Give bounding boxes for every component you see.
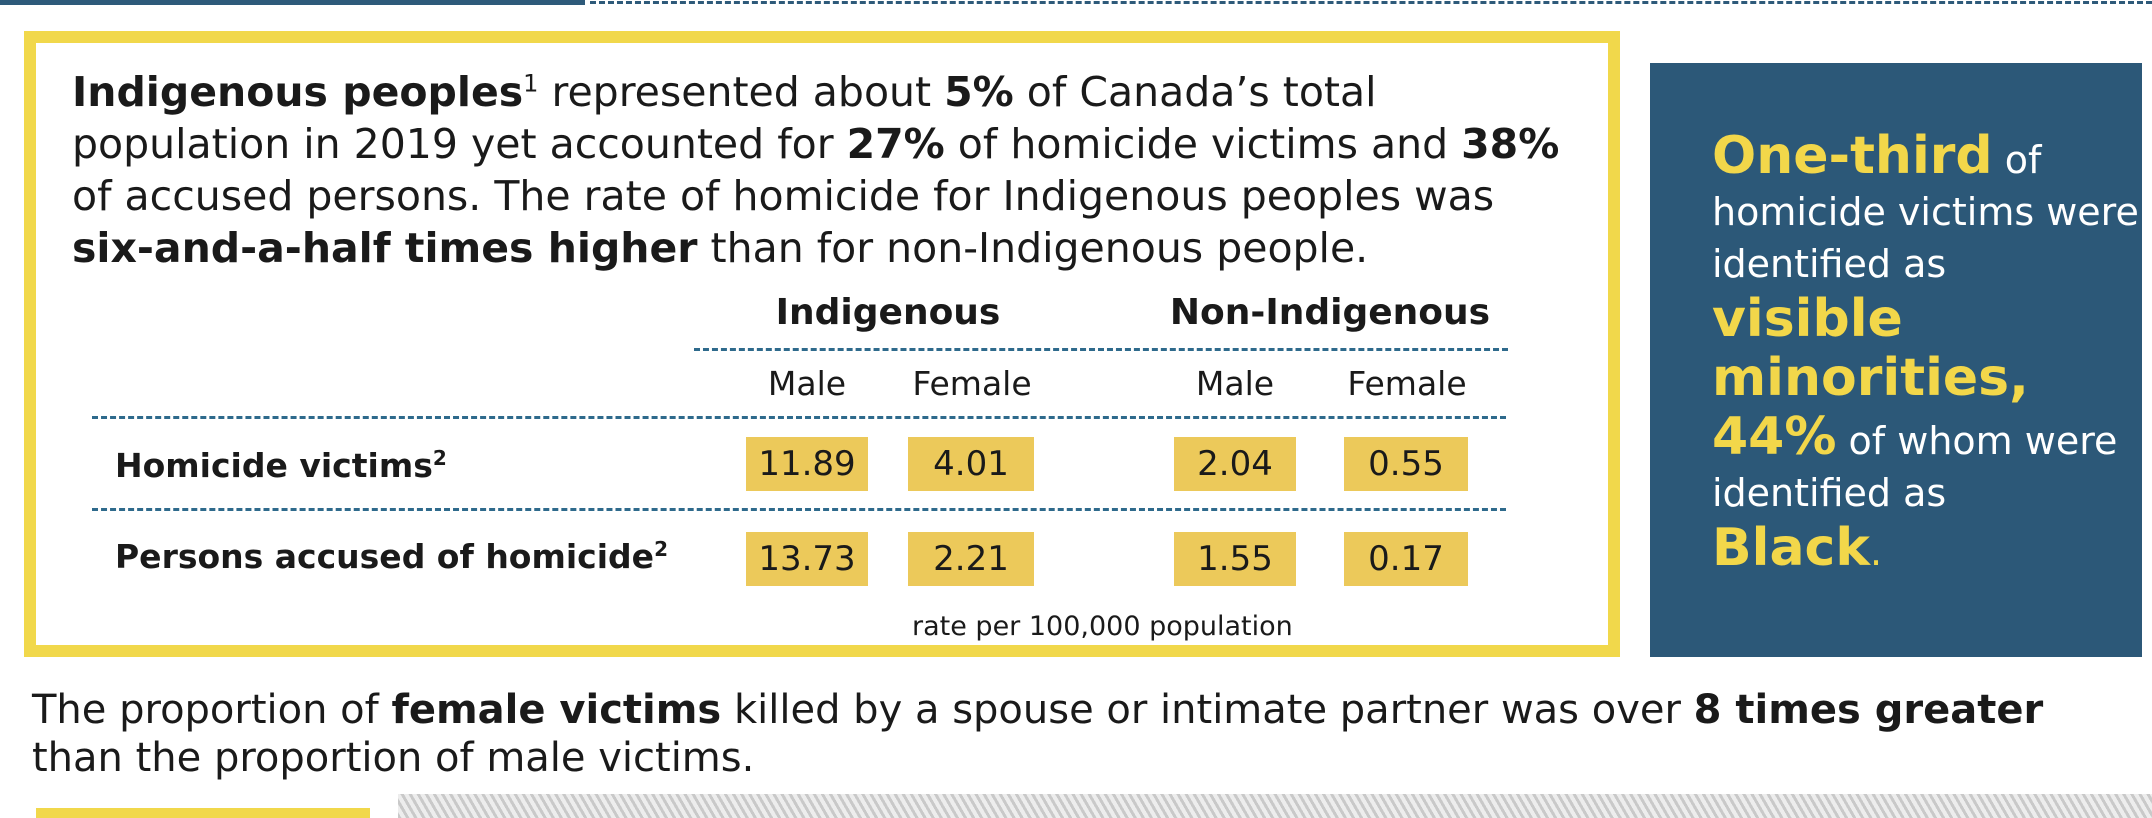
bottom-texture-band (398, 794, 2152, 818)
intro-bold-27pct: 27% (846, 120, 945, 168)
row-label-text: Persons accused of homicide (115, 537, 655, 576)
group-header-indigenous: Indigenous (775, 292, 1001, 333)
cell-accused-indigenous-female: 2.21 (908, 532, 1034, 586)
subheader-non-indigenous-male: Male (1195, 364, 1275, 403)
indigenous-stats-box (24, 31, 1620, 657)
panel-highlight-one-third: One-third (1712, 126, 1993, 186)
footnote-marker: 1 (523, 69, 539, 98)
top-dashed-rule (590, 1, 2152, 4)
cell-victims-non-indigenous-male: 2.04 (1174, 437, 1296, 491)
panel-highlight-44pct: 44% (1712, 407, 1837, 467)
intro-bold-six-times: six-and-a-half times higher (72, 224, 698, 272)
subheader-indigenous-female: Female (912, 364, 1032, 403)
footnote-marker: 2 (432, 446, 447, 470)
intro-paragraph: Indigenous peoples1 represented about 5%… (72, 66, 1602, 274)
panel-text: of homicide victims were identified as (1712, 138, 2139, 286)
cell-accused-indigenous-male: 13.73 (746, 532, 868, 586)
subheader-indigenous-male: Male (767, 364, 847, 403)
intro-text: than for non-Indigenous people. (697, 224, 1369, 272)
panel-text: of whom were identified as (1712, 419, 2118, 515)
panel-period: . (1869, 530, 1883, 574)
intro-text: of homicide victims and (944, 120, 1462, 168)
group-header-non-indigenous: Non-Indigenous (1169, 292, 1491, 333)
bottom-bold-8-times: 8 times greater (1693, 687, 2044, 733)
bottom-text: than the proportion of male victims. (32, 735, 755, 781)
bottom-bold-female-victims: female victims (391, 687, 722, 733)
cell-accused-non-indigenous-female: 0.17 (1344, 532, 1468, 586)
subheader-non-indigenous-female: Female (1347, 364, 1467, 403)
cell-victims-non-indigenous-female: 0.55 (1344, 437, 1468, 491)
female-victims-paragraph: The proportion of female victims killed … (32, 686, 2112, 782)
header-divider (694, 348, 1508, 351)
cell-accused-non-indigenous-male: 1.55 (1174, 532, 1296, 586)
intro-text: of accused persons. The rate of homicide… (72, 172, 1495, 220)
intro-text: of Canada’s total population in 2019 yet… (72, 68, 1377, 168)
top-solid-rule (0, 0, 585, 5)
intro-text: represented about (538, 68, 945, 116)
row-label-persons-accused: Persons accused of homicide2 (115, 537, 668, 576)
intro-bold-indigenous: Indigenous peoples (72, 68, 524, 116)
cell-victims-indigenous-male: 11.89 (746, 437, 868, 491)
cell-victims-indigenous-female: 4.01 (908, 437, 1034, 491)
panel-highlight-visible-minorities: visible minorities, (1712, 289, 2029, 408)
table-divider-top (92, 416, 1506, 419)
intro-bold-38pct: 38% (1461, 120, 1560, 168)
table-unit-note: rate per 100,000 population (912, 611, 1293, 642)
visible-minorities-panel: One-third of homicide victims were ident… (1650, 63, 2142, 657)
table-divider-middle (92, 508, 1506, 511)
footnote-marker: 2 (654, 537, 668, 561)
row-label-text: Homicide victims (115, 446, 433, 485)
bottom-yellow-bar (36, 808, 370, 818)
bottom-text: The proportion of (32, 687, 392, 733)
bottom-text: killed by a spouse or intimate partner w… (721, 687, 1694, 733)
panel-highlight-black: Black (1712, 518, 1870, 578)
row-label-homicide-victims: Homicide victims2 (115, 446, 447, 485)
intro-bold-5pct: 5% (944, 68, 1014, 116)
